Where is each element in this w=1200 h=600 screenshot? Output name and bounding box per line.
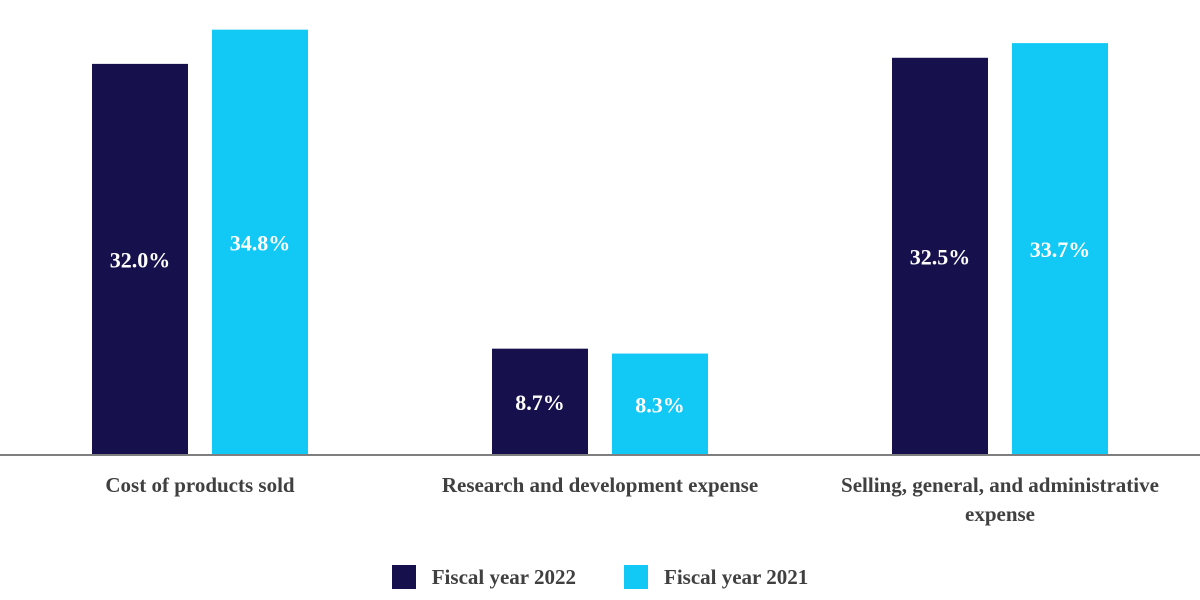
data-label-fy2022-cat2: 32.5% — [910, 244, 971, 269]
category-label-0: Cost of products sold — [105, 473, 295, 497]
bar-fy2022-cat0 — [92, 63, 188, 456]
legend-item-fy2021: Fiscal year 2021 — [624, 565, 808, 590]
legend-swatch — [624, 565, 648, 589]
bars-group: 32.0% 34.8% 8.7% 8.3% 32.5% 33.7% — [92, 29, 1108, 456]
bar-fy2022-cat2 — [892, 57, 988, 456]
category-label-2-line1: expense — [965, 502, 1035, 526]
bar-fy2021-cat2 — [1012, 43, 1108, 455]
category-label-1: Research and development expense — [442, 473, 758, 497]
bar-chart: 32.0% 34.8% 8.7% 8.3% 32.5% 33.7% Cost of pro… — [0, 29, 1200, 526]
bar-fy2021-cat1 — [612, 353, 708, 455]
bar-fy2022-cat1 — [492, 348, 588, 455]
data-label-fy2022-cat0: 32.0% — [110, 247, 171, 272]
bar-fy2021-cat0 — [212, 29, 308, 456]
legend-item-fy2022: Fiscal year 2022 — [391, 564, 576, 590]
category-labels: Cost of products sold Research and develo… — [105, 473, 1159, 526]
data-label-fy2021-cat2: 33.7% — [1030, 237, 1091, 262]
legend-swatch — [391, 565, 416, 589]
category-label-2: Selling, general, and administrative — [841, 473, 1159, 497]
legend-label: Fiscal year 2022 — [431, 564, 576, 589]
legend: Fiscal year 2022 Fiscal year 2021 — [0, 562, 1200, 592]
data-label-fy2021-cat1: 8.3% — [635, 392, 685, 417]
data-label-fy2022-cat1: 8.7% — [515, 390, 565, 415]
data-label-fy2021-cat0: 34.8% — [230, 230, 291, 255]
legend-label: Fiscal year 2021 — [664, 564, 809, 589]
